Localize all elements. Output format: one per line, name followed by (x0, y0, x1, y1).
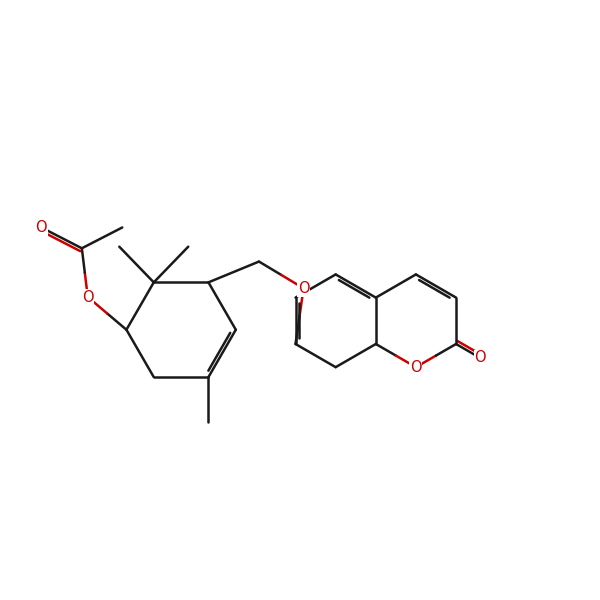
Text: O: O (82, 290, 94, 305)
Text: O: O (35, 220, 47, 235)
Text: O: O (410, 359, 422, 374)
Text: O: O (475, 350, 486, 365)
Text: O: O (298, 281, 310, 296)
